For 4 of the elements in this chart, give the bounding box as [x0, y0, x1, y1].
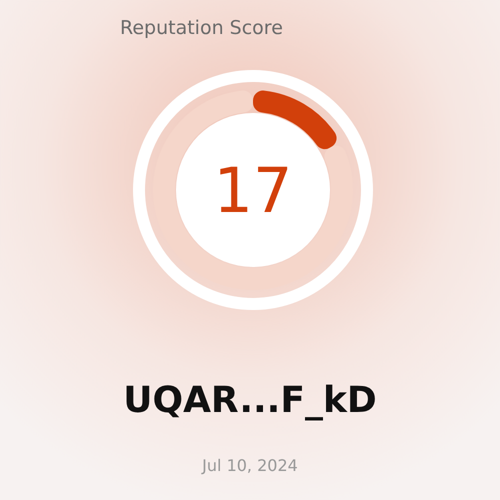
text: UQAR...F_kD: [123, 380, 377, 421]
text: Jul 10, 2024: [201, 456, 298, 475]
text: 17: [214, 154, 292, 227]
chart-title: Reputation Score: [120, 17, 283, 39]
